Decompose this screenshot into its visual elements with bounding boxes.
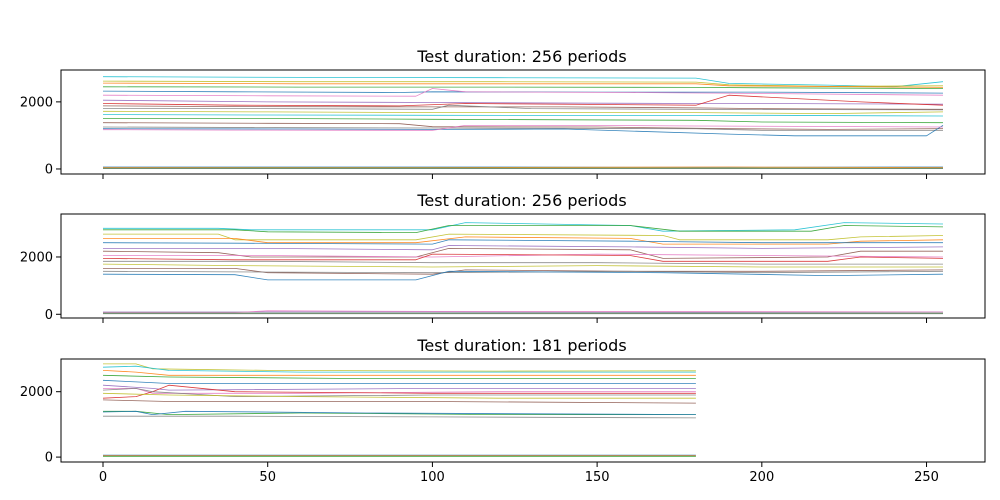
panel-3-series-9 xyxy=(102,388,696,397)
panel-2-series-2 xyxy=(103,225,944,233)
panel-1-series-6 xyxy=(102,88,944,97)
panel-3-y-tick-label-0: 0 xyxy=(45,451,53,466)
panel-2-series-10 xyxy=(103,260,943,265)
panel-1-series-15 xyxy=(102,126,943,131)
panel-1-series-9 xyxy=(102,105,944,110)
panel-3-x-tick-label-50: 50 xyxy=(259,470,276,485)
panel-2: Test duration: 256 periods 0 2000 xyxy=(20,191,986,323)
panel-2-series-6 xyxy=(103,245,944,251)
panel-1-series-11 xyxy=(102,110,944,114)
panel-3: Test duration: 181 periods 0 50 100 150 200 2… xyxy=(20,336,986,485)
panel-1: Test duration: 256 periods 0 2000 xyxy=(20,47,986,179)
panel-3-plot-area: 0 50 100 150 200 250 0 2000 xyxy=(20,358,986,485)
panel-1-axes-frame xyxy=(60,69,986,175)
panel-2-y-tick-label-0: 0 xyxy=(45,308,53,323)
panel-2-series-5 xyxy=(102,239,943,245)
panel-1-series-12 xyxy=(102,114,944,117)
panel-3-series-14 xyxy=(103,415,696,419)
panel-3-series-3 xyxy=(102,370,696,376)
panel-1-series-19 xyxy=(103,166,944,168)
panel-3-series-6 xyxy=(102,384,696,391)
panel-2-series-16 xyxy=(103,310,944,313)
panel-3-series-8 xyxy=(102,384,696,399)
panel-2-series-11 xyxy=(102,263,943,268)
panel-2-y-tick-label-2000: 2000 xyxy=(20,250,53,265)
panel-2-series-3 xyxy=(103,233,944,241)
panel-1-series-1 xyxy=(102,76,944,88)
panel-3-x-tick-label-150: 150 xyxy=(585,470,610,485)
panel-3-series-1 xyxy=(103,363,696,372)
panel-2-series-9 xyxy=(102,253,944,262)
panel-2-axes-frame xyxy=(60,213,986,319)
panel-1-title: Test duration: 256 periods xyxy=(416,47,626,66)
panel-3-series-11 xyxy=(102,399,696,404)
panel-2-series-1 xyxy=(103,222,944,232)
panel-3-x-tick-label-250: 250 xyxy=(914,470,939,485)
panel-1-series-7 xyxy=(102,99,944,105)
panel-2-title: Test duration: 256 periods xyxy=(416,191,626,210)
panel-3-y-tick-label-2000: 2000 xyxy=(20,385,53,400)
panel-2-series-14 xyxy=(102,270,944,281)
panel-1-y-tick-label-0: 0 xyxy=(45,162,53,177)
panel-3-series-5 xyxy=(102,379,696,384)
panel-3-x-tick-label-200: 200 xyxy=(749,470,774,485)
panel-3-series-4 xyxy=(102,374,696,379)
panel-3-title: Test duration: 181 periods xyxy=(416,336,626,355)
panel-1-series-5 xyxy=(102,90,944,94)
panel-3-x-tick-label-100: 100 xyxy=(420,470,445,485)
panel-2-series-8 xyxy=(103,253,944,258)
panel-3-x-tick-label-0: 0 xyxy=(99,470,107,485)
panel-3-axes-frame xyxy=(60,358,986,463)
panel-1-series-4 xyxy=(102,86,944,89)
panel-1-series-13 xyxy=(103,118,944,124)
panel-1-series-17 xyxy=(102,125,944,131)
panel-2-series-12 xyxy=(103,268,944,275)
panel-2-series-7 xyxy=(102,248,943,259)
panel-3-series-10 xyxy=(102,392,696,399)
panel-3-series-2 xyxy=(102,365,696,373)
panel-1-series-8 xyxy=(102,94,944,107)
panel-3-series-13 xyxy=(102,410,696,415)
panel-1-series-16 xyxy=(102,125,944,137)
panel-1-y-tick-label-2000: 2000 xyxy=(20,95,53,110)
panel-1-series-3 xyxy=(102,82,944,88)
panel-1-series-14 xyxy=(102,122,944,130)
panel-1-series-10 xyxy=(103,104,944,111)
panel-1-plot-area: 0 2000 xyxy=(20,69,986,179)
panel-2-plot-area: 0 2000 xyxy=(20,213,986,323)
